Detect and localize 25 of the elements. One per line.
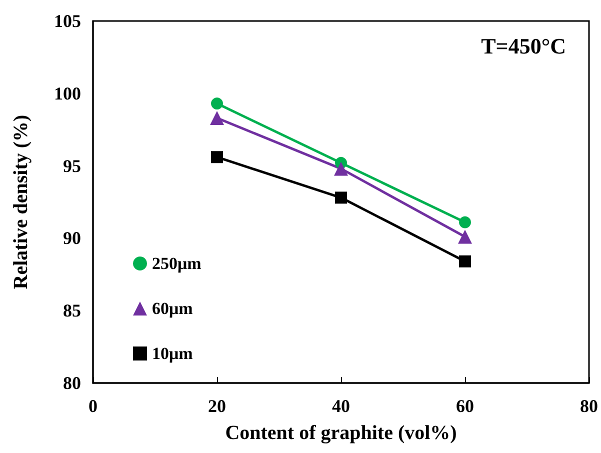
y-tick-label: 80 xyxy=(63,373,81,393)
y-axis-title: Relative density (%) xyxy=(10,114,32,290)
point xyxy=(211,98,223,110)
annotation: T=450°C xyxy=(481,34,566,58)
y-tick-label: 90 xyxy=(63,228,81,248)
point xyxy=(459,216,471,228)
legend-label: 250μm xyxy=(152,254,202,273)
legend-label: 10μm xyxy=(152,344,193,363)
x-axis-title: Content of graphite (vol%) xyxy=(225,422,457,444)
point xyxy=(335,192,347,204)
point xyxy=(459,255,471,268)
y-tick-label: 100 xyxy=(54,83,81,104)
point xyxy=(458,230,472,244)
y-tick-label: 85 xyxy=(63,300,81,321)
y-tick-label: 95 xyxy=(63,156,81,176)
x-tick-label: 80 xyxy=(580,396,598,416)
y-tick-label: 105 xyxy=(54,11,81,31)
legend-label: 60μm xyxy=(152,299,193,318)
point xyxy=(210,111,224,126)
x-tick-label: 60 xyxy=(456,396,474,416)
x-tick-label: 40 xyxy=(332,396,350,416)
x-tick-label: 20 xyxy=(208,396,226,416)
point xyxy=(211,151,223,164)
x-tick-label: 0 xyxy=(88,396,98,416)
point xyxy=(334,162,348,176)
